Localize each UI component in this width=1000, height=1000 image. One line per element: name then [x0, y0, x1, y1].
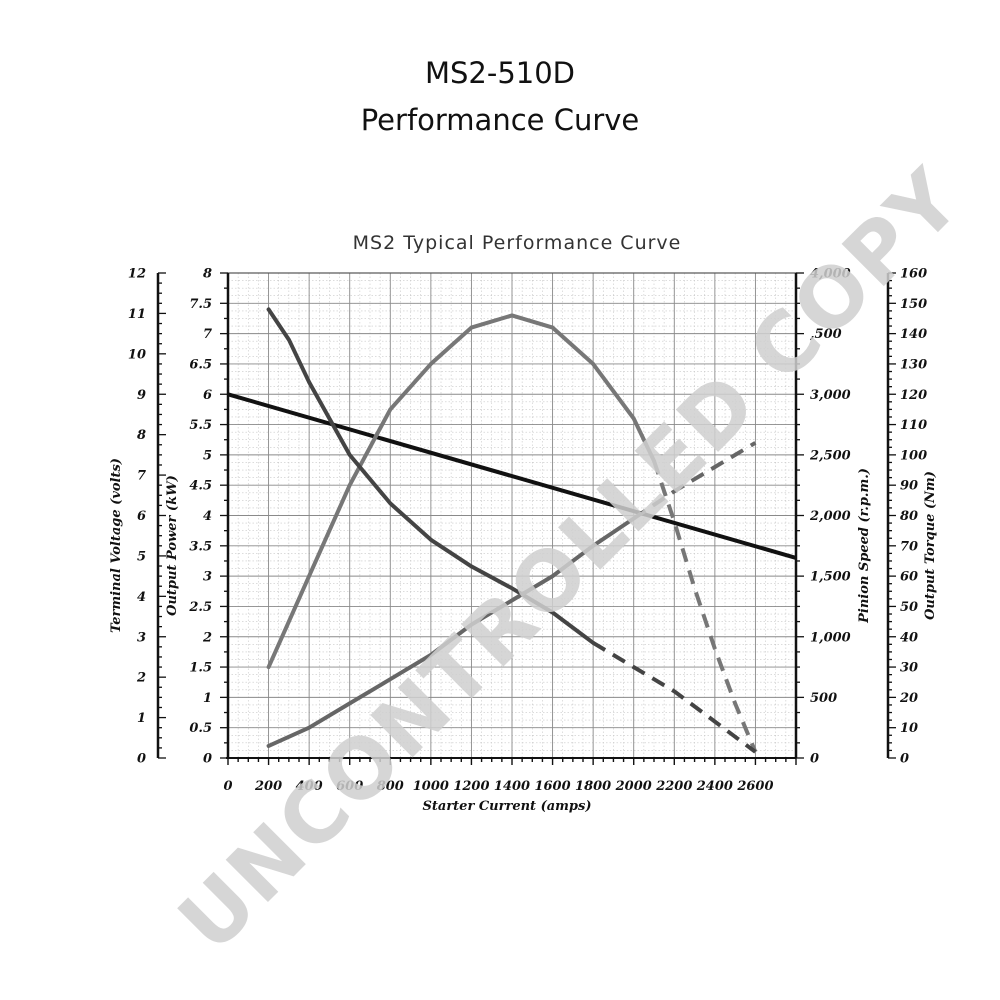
output-torque-curve-dashed — [632, 441, 757, 521]
output_torque-tick-label: 150 — [900, 297, 927, 312]
x-tick-label: 200 — [254, 779, 282, 794]
terminal_voltage-tick-label: 4 — [137, 590, 146, 605]
output-power-curve — [266, 313, 656, 670]
terminal_voltage-tick-label: 6 — [137, 509, 146, 524]
pinion-speed-curve — [266, 307, 596, 645]
terminal_voltage-tick-label: 0 — [137, 752, 146, 767]
output_torque-tick-label: 50 — [900, 600, 918, 615]
chart-title: MS2 Typical Performance Curve — [353, 232, 682, 254]
terminal_voltage-tick-label: 2 — [136, 671, 146, 686]
pinion_speed-tick-label: 2,000 — [809, 509, 851, 524]
output_torque-tick-label: 20 — [899, 691, 918, 706]
terminal_voltage-tick-label: 10 — [128, 347, 146, 362]
output_torque-tick-label: 40 — [900, 630, 918, 645]
output_power-tick-label: 0 — [203, 752, 212, 767]
output-power-curve-dashed — [652, 460, 758, 753]
x-tick-label: 800 — [377, 779, 404, 794]
terminal_voltage-tick-label: 7 — [137, 469, 146, 484]
output_torque-tick-label: 90 — [900, 479, 918, 494]
x-tick-label: 1000 — [413, 779, 449, 794]
terminal_voltage-tick-label: 8 — [137, 428, 146, 443]
output_torque-tick-label: 160 — [900, 267, 927, 282]
terminal_voltage-tick-label: 5 — [137, 549, 146, 564]
terminal-voltage-line — [227, 392, 797, 560]
x-axis-title: Starter Current (amps) — [423, 799, 592, 814]
x-tick-label: 1800 — [575, 779, 611, 794]
output_torque-tick-label: 80 — [900, 509, 918, 524]
output_power-tick-label: 5 — [203, 448, 212, 463]
x-tick-label: 2000 — [615, 779, 652, 794]
output_power-tick-label: 7.5 — [189, 297, 212, 312]
pinion_speed-tick-label: 1,500 — [810, 570, 851, 585]
terminal_voltage-tick-label: 12 — [128, 267, 146, 282]
x-tick-label: 600 — [336, 779, 363, 794]
pinion_speed-tick-label: 3,000 — [810, 388, 851, 403]
x-tick-label: 400 — [296, 779, 323, 794]
output_power-tick-label: 5.5 — [189, 418, 212, 433]
x-tick-label: 1200 — [453, 779, 489, 794]
output_power-tick-label: 8 — [203, 267, 212, 282]
terminal-voltage-axis-title: Terminal Voltage (volts) — [109, 458, 124, 633]
output_power-tick-label: 3.5 — [189, 539, 212, 554]
output_power-tick-label: 2.5 — [188, 600, 212, 615]
output_torque-tick-label: 0 — [900, 752, 909, 767]
output-torque-axis-title: Output Torque (Nm) — [923, 471, 938, 620]
page-title: MS2-510D — [424, 56, 576, 90]
output_power-tick-label: 4 — [203, 509, 212, 524]
output_torque-tick-label: 140 — [900, 327, 927, 342]
terminal_voltage-tick-label: 11 — [128, 307, 146, 322]
pinion-speed-curve-dashed — [592, 641, 757, 754]
x-tick-label: 1400 — [494, 779, 530, 794]
x-tick-label: 0 — [223, 779, 232, 794]
output_power-tick-label: 0.5 — [189, 721, 212, 736]
output_power-tick-label: 2 — [202, 630, 212, 645]
x-tick-label: 2600 — [736, 779, 773, 794]
output_power-tick-label: 4.5 — [189, 479, 212, 494]
output_power-tick-label: 3 — [203, 570, 212, 585]
output_torque-tick-label: 110 — [900, 418, 927, 433]
pinion_speed-tick-label: 2,500 — [809, 448, 851, 463]
output-torque-curve — [266, 516, 636, 748]
pinion_speed-tick-label: 0 — [810, 752, 819, 767]
output_power-tick-label: 1 — [203, 691, 212, 706]
pinion_speed-tick-label: 500 — [810, 691, 837, 706]
x-tick-label: 1600 — [534, 779, 570, 794]
pinion_speed-tick-label: ,500 — [809, 327, 842, 342]
output_torque-tick-label: 70 — [900, 539, 918, 554]
output_power-tick-label: 6 — [203, 388, 212, 403]
pinion_speed-tick-label: 4,000 — [810, 267, 851, 282]
terminal_voltage-tick-label: 9 — [137, 388, 146, 403]
pinion_speed-tick-label: 1,000 — [810, 630, 851, 645]
output_power-tick-label: 7 — [203, 327, 212, 342]
terminal_voltage-tick-label: 1 — [137, 711, 146, 726]
output_power-tick-label: 1.5 — [189, 661, 212, 676]
terminal_voltage-tick-label: 3 — [137, 630, 146, 645]
page-subtitle: Performance Curve — [360, 103, 640, 137]
pinion-speed-axis-title: Pinion Speed (r.p.m.) — [857, 468, 872, 624]
output_torque-tick-label: 130 — [900, 357, 927, 372]
output-power-axis-title: Output Power (kW) — [165, 475, 180, 616]
output_torque-tick-label: 10 — [900, 721, 918, 736]
output_torque-tick-label: 100 — [900, 448, 927, 463]
output_torque-tick-label: 120 — [900, 388, 927, 403]
output_torque-tick-label: 30 — [900, 661, 918, 676]
output_power-tick-label: 6.5 — [189, 357, 212, 372]
x-tick-label: 2200 — [655, 779, 692, 794]
output_torque-tick-label: 60 — [900, 570, 918, 585]
x-tick-label: 2400 — [696, 779, 733, 794]
